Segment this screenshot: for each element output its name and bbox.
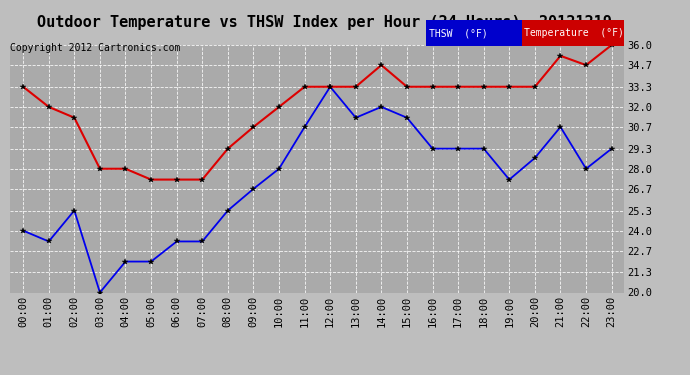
Text: THSW  (°F): THSW (°F) (429, 28, 488, 38)
Text: Temperature  (°F): Temperature (°F) (524, 28, 624, 38)
Text: Outdoor Temperature vs THSW Index per Hour (24 Hours)  20121219: Outdoor Temperature vs THSW Index per Ho… (37, 15, 612, 30)
Text: Copyright 2012 Cartronics.com: Copyright 2012 Cartronics.com (10, 43, 181, 53)
